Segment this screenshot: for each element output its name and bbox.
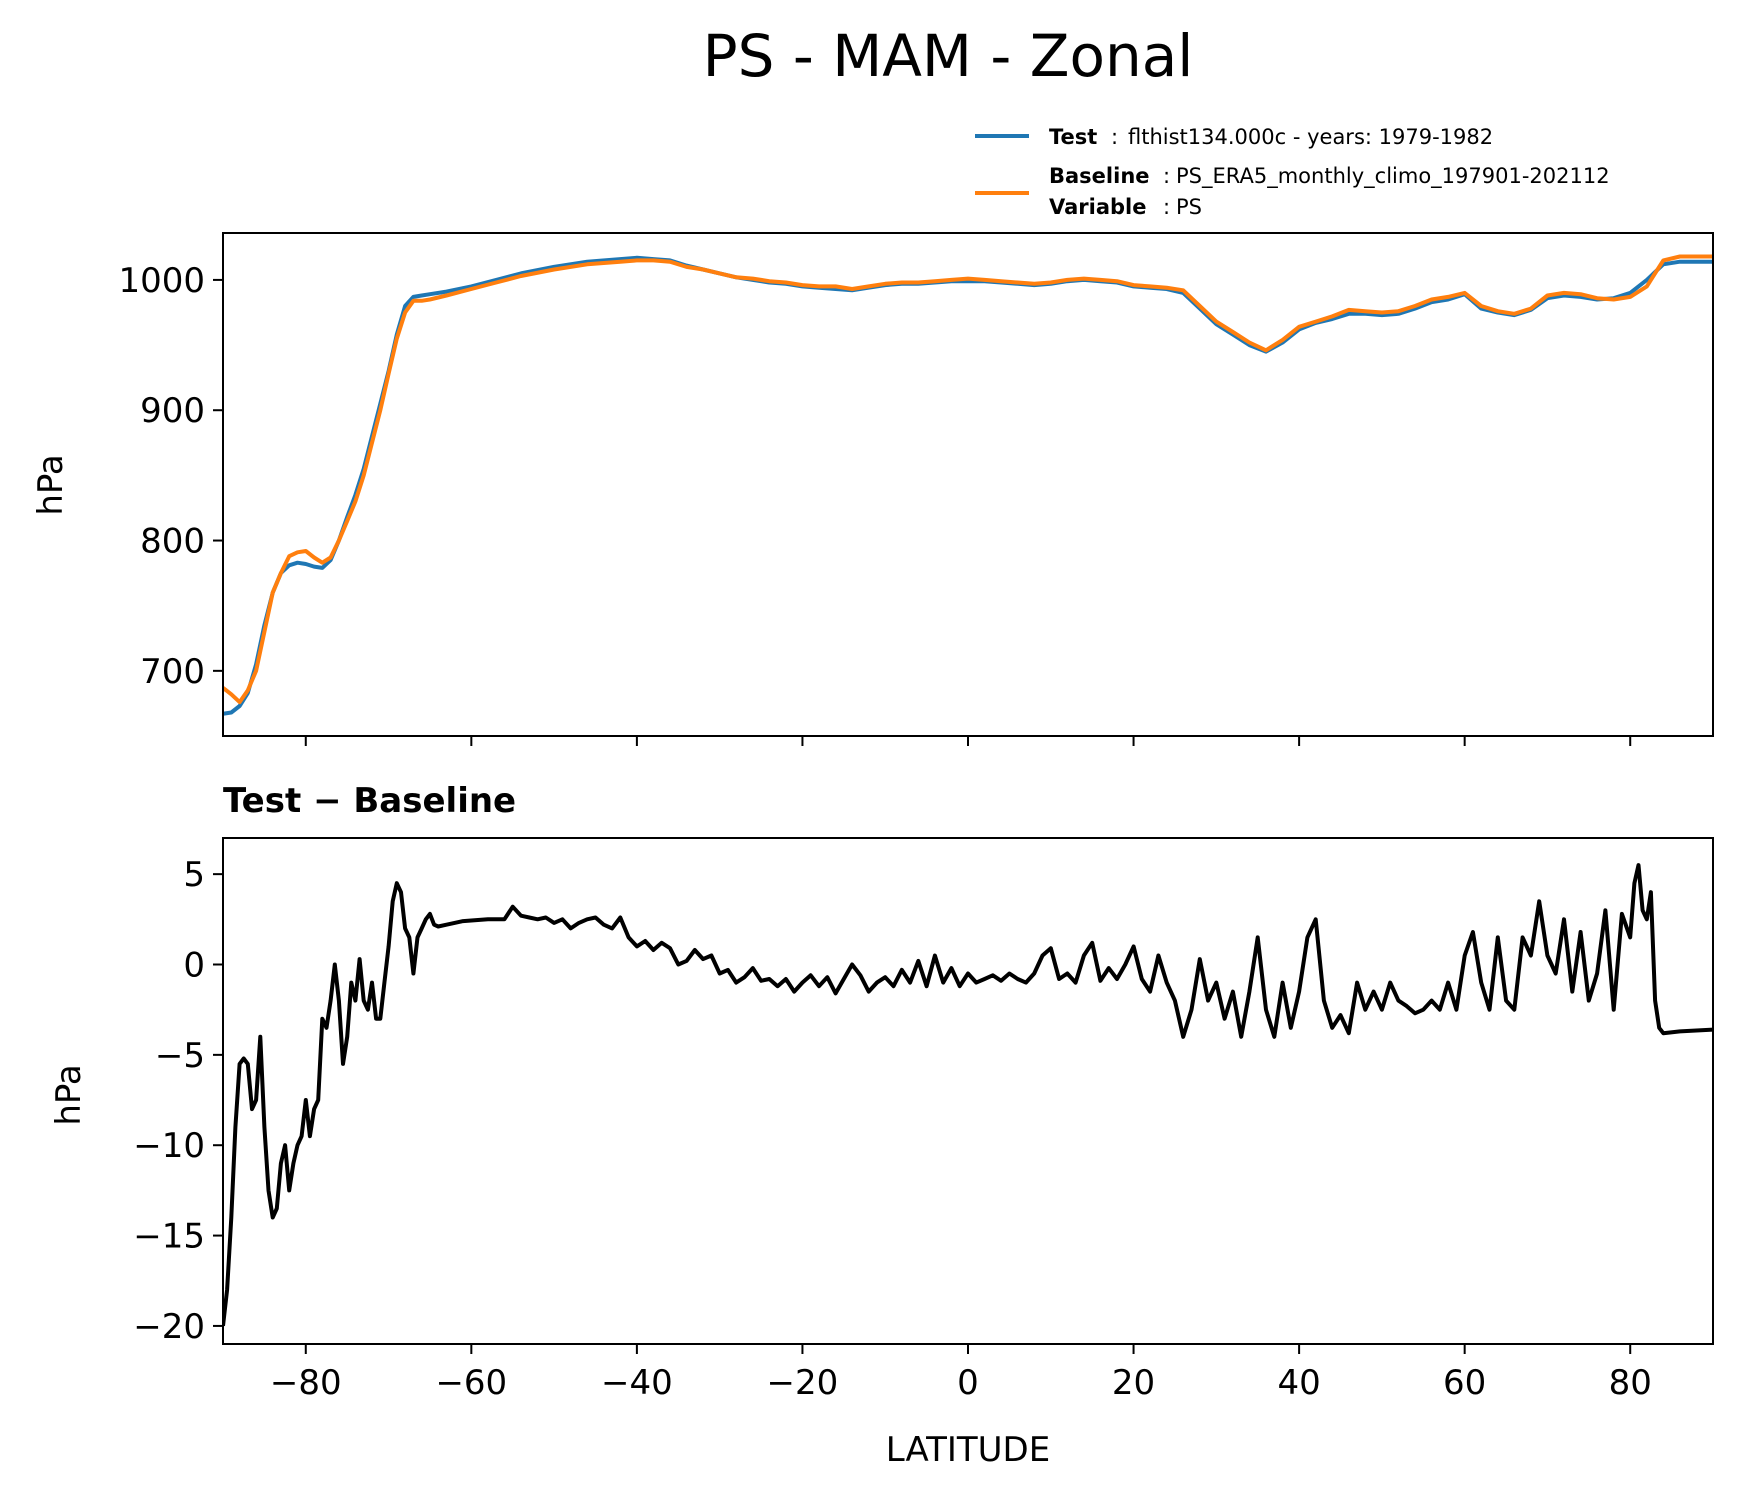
top-series-group — [223, 254, 1713, 716]
x-tick-label: 20 — [1112, 1363, 1155, 1403]
bottom-panel-title: Test − Baseline — [223, 781, 516, 821]
legend: Test : flthist134.000c - years: 1979-198… — [975, 125, 1610, 219]
series-line-difference — [223, 863, 1713, 1327]
bottom-x-ticks: −80 −60 −40 −20 0 20 40 60 80 — [270, 1344, 1652, 1403]
y-tick-label: 1000 — [118, 261, 205, 301]
top-y-axis-label: hPa — [31, 454, 71, 515]
x-tick-label: −60 — [435, 1363, 507, 1403]
legend-value-variable: PS — [1176, 195, 1202, 219]
x-tick-label: 60 — [1443, 1363, 1486, 1403]
bottom-y-axis-label: hPa — [49, 1064, 89, 1125]
bottom-y-ticks: −20 −15 −10 −5 0 5 — [133, 855, 223, 1347]
bottom-axes-frame — [222, 837, 1714, 1345]
series-line-baseline — [223, 254, 1713, 705]
x-axis-label: LATITUDE — [886, 1430, 1050, 1470]
y-tick-label: −5 — [155, 1036, 205, 1076]
legend-value-test: flthist134.000c - years: 1979-1982 — [1128, 125, 1493, 149]
bottom-panel: Test − Baseline −20−15−10−505 −80 −60 −40−… — [49, 781, 1714, 1470]
legend-key-baseline: Baseline — [1049, 164, 1150, 188]
legend-sep-test: : — [1111, 125, 1118, 149]
legend-sep-baseline: : — [1163, 164, 1170, 188]
top-y-ticks: 700 800 900 1000 — [118, 261, 223, 692]
y-tick-label: 800 — [140, 522, 205, 562]
top-panel: 700 800 900 1000 hPa — [31, 232, 1714, 746]
x-tick-label: 80 — [1609, 1363, 1652, 1403]
y-tick-label: 700 — [140, 652, 205, 692]
y-tick-label: 5 — [183, 855, 205, 895]
legend-key-variable: Variable — [1049, 195, 1146, 219]
legend-key-test: Test — [1049, 125, 1097, 149]
y-tick-label: 900 — [140, 391, 205, 431]
y-tick-label: −20 — [133, 1307, 205, 1347]
bottom-series-group — [223, 863, 1713, 1327]
legend-sep-variable: : — [1163, 195, 1170, 219]
legend-value-baseline: PS_ERA5_monthly_climo_197901-202112 — [1176, 164, 1610, 189]
figure-title: PS - MAM - Zonal — [703, 22, 1194, 90]
y-tick-label: −15 — [133, 1217, 205, 1257]
x-tick-label: 0 — [957, 1363, 979, 1403]
y-tick-label: 0 — [183, 946, 205, 986]
y-tick-label: −10 — [133, 1126, 205, 1166]
x-tick-label: 40 — [1277, 1363, 1320, 1403]
x-tick-label: −40 — [601, 1363, 673, 1403]
x-tick-label: −80 — [270, 1363, 342, 1403]
x-tick-label: −20 — [767, 1363, 839, 1403]
top-x-ticks — [304, 736, 1632, 746]
series-line-test — [223, 255, 1713, 716]
